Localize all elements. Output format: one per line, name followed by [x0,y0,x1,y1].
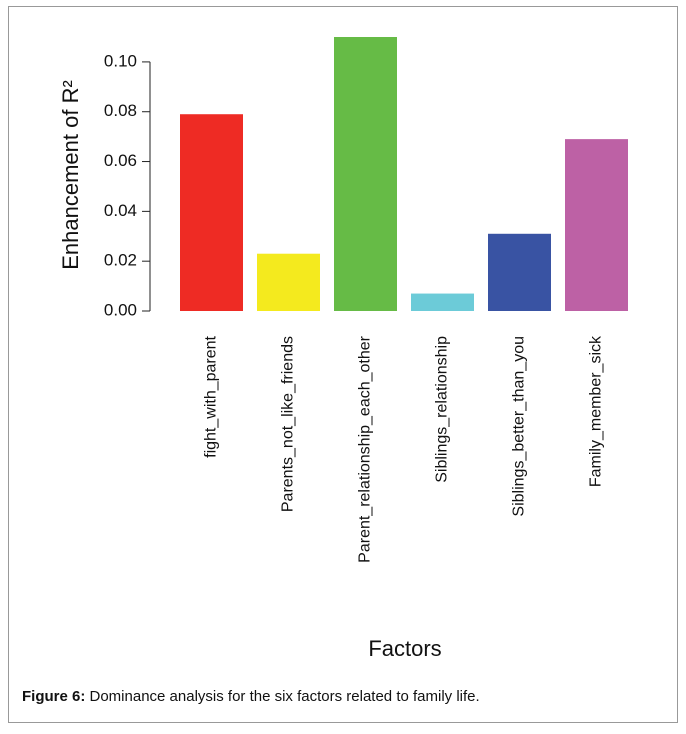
figure-border [8,6,678,723]
bar [411,293,474,311]
y-tick-label: 0.04 [104,201,137,220]
y-tick-label: 0.06 [104,151,137,170]
y-axis-title: Enhancement of R² [58,80,83,270]
bar [565,139,628,311]
x-tick-label: Family_member_sick [588,335,605,487]
x-tick-label: Parent_relationship_each_other [357,335,374,563]
x-tick-label: Parents_not_like_friends [280,336,297,512]
bar [334,37,397,311]
x-tick-label: Siblings_relationship [434,336,451,483]
y-tick-label: 0.10 [104,51,137,70]
y-tick-label: 0.08 [104,101,137,120]
x-tick-label: Siblings_better_than_you [511,336,528,517]
x-tick-label: fight_with_parent [203,335,220,457]
caption-label: Figure 6: [22,688,85,705]
bar [180,114,243,311]
caption: Figure 6: Dominance analysis for the six… [22,688,480,705]
bar [257,253,320,311]
caption-text: Dominance analysis for the six factors r… [85,688,479,705]
y-tick-label: 0.02 [104,251,137,270]
y-tick-label: 0.00 [104,300,137,319]
x-axis-title: Factors [368,636,441,661]
bar [488,233,551,311]
